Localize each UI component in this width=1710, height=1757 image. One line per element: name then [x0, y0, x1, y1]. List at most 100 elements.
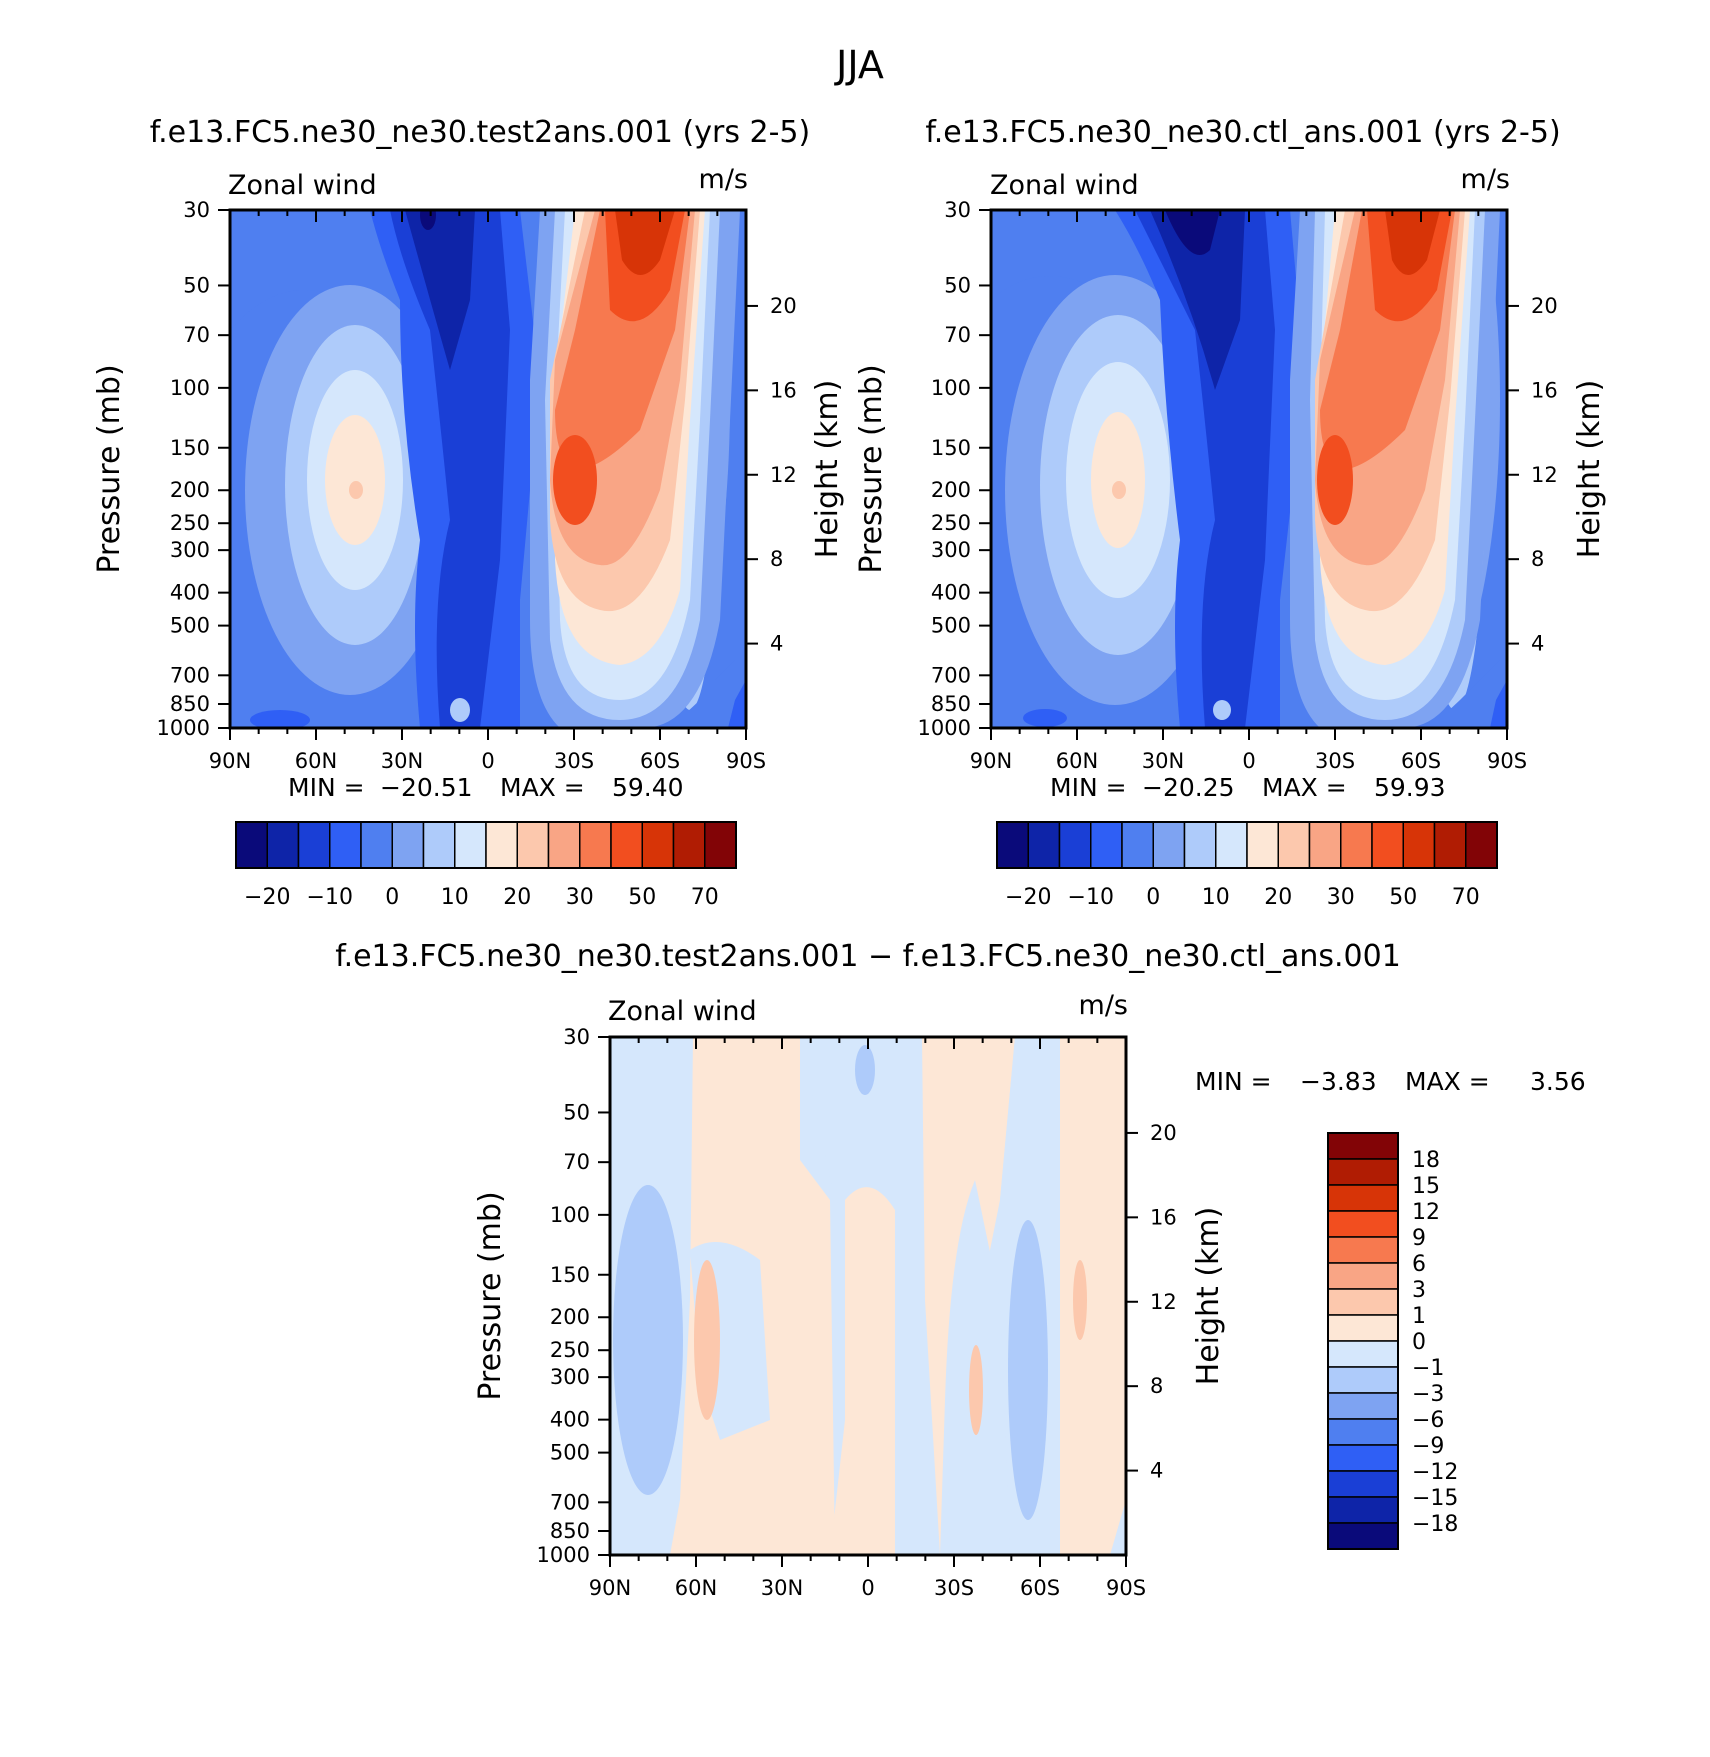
y-tick-label: 200 — [550, 1305, 590, 1329]
colorbar-label: −20 — [1005, 885, 1051, 910]
y2-tick-label: 16 — [770, 378, 797, 402]
colorbar-box — [1027, 821, 1061, 869]
panel2-ylabel: Pressure (mb) — [854, 364, 889, 573]
colorbar-frame — [235, 821, 737, 869]
colorbar-label: 15 — [1412, 1174, 1440, 1199]
colorbar-box — [1327, 1470, 1399, 1498]
panel2-x-ticks: 90N 60N 30N 0 30S 60S 90S — [970, 210, 1527, 773]
panel1-colorbar — [235, 821, 737, 869]
y-tick-label: 150 — [170, 436, 210, 460]
colorbar-box — [1058, 821, 1092, 869]
y-tick-label: 150 — [931, 436, 971, 460]
y-tick-label: 30 — [563, 1025, 590, 1049]
x-tick-label: 90N — [209, 749, 251, 773]
colorbar-label: −12 — [1412, 1460, 1458, 1485]
colorbar-label: 9 — [1412, 1226, 1426, 1251]
colorbar-label: 0 — [1412, 1330, 1426, 1355]
y2-tick-label: 8 — [1150, 1374, 1163, 1398]
y2-tick-label: 16 — [1531, 378, 1558, 402]
panel2-title: f.e13.FC5.ne30_ne30.ctl_ans.001 (yrs 2-5… — [925, 115, 1560, 150]
colorbar-box — [1327, 1158, 1399, 1186]
panel1-max: 59.40 — [612, 773, 684, 802]
colorbar-box — [1090, 821, 1123, 869]
x-tick-label: 60N — [1056, 749, 1098, 773]
colorbar-label: −15 — [1412, 1486, 1458, 1511]
y-tick-label: 500 — [931, 614, 971, 638]
colorbar-box — [391, 821, 425, 869]
panel1-y2-ticks: 20 16 12 8 4 — [746, 294, 797, 656]
y2-tick-label: 20 — [770, 294, 797, 318]
colorbar-box — [1121, 821, 1154, 869]
colorbar-label: 20 — [1264, 885, 1292, 910]
colorbar-label: 18 — [1412, 1148, 1440, 1173]
panel2-min: −20.25 — [1142, 773, 1235, 802]
y2-tick-label: 12 — [770, 463, 797, 487]
panel1-min-label: MIN = — [288, 773, 365, 802]
colorbar-frame — [1327, 1132, 1399, 1550]
panel3-title: f.e13.FC5.ne30_ne30.test2ans.001 − f.e13… — [335, 939, 1401, 974]
y-tick-label: 500 — [170, 614, 210, 638]
panel3-max-label: MAX = — [1405, 1067, 1490, 1096]
colorbar-label: −10 — [1068, 885, 1114, 910]
colorbar-box — [1465, 821, 1498, 869]
colorbar-label: 30 — [1327, 885, 1355, 910]
colorbar-box — [1327, 1496, 1399, 1524]
y-tick-label: 850 — [170, 692, 210, 716]
y-tick-label: 500 — [550, 1441, 590, 1465]
y-tick-label: 1000 — [157, 716, 210, 740]
colorbar-box — [1327, 1184, 1399, 1212]
x-tick-label: 60N — [295, 749, 337, 773]
y-tick-label: 700 — [550, 1490, 590, 1514]
y-tick-label: 70 — [183, 323, 210, 347]
panel1-min: −20.51 — [380, 773, 473, 802]
colorbar-label: −3 — [1412, 1382, 1444, 1407]
colorbar-label: 50 — [1389, 885, 1417, 910]
colorbar-box — [360, 821, 393, 869]
y2-tick-label: 8 — [1531, 547, 1544, 571]
colorbar-box — [672, 821, 706, 869]
y-tick-label: 30 — [944, 198, 971, 222]
panel1-field — [230, 210, 746, 728]
y-tick-label: 300 — [931, 538, 971, 562]
panel3-min-label: MIN = — [1195, 1067, 1272, 1096]
colorbar-label: 10 — [441, 885, 469, 910]
colorbar-label: 0 — [1146, 885, 1160, 910]
y2-tick-label: 4 — [770, 632, 783, 656]
x-tick-label: 60S — [640, 749, 680, 773]
figure-title: JJA — [834, 43, 884, 87]
colorbar-box — [1246, 821, 1279, 869]
panel1-ylabel: Pressure (mb) — [92, 364, 127, 573]
colorbar-box — [996, 821, 1029, 869]
panel1-left-label: Zonal wind — [228, 170, 377, 201]
colorbar-frame — [996, 821, 1498, 869]
colorbar-box — [1308, 821, 1342, 869]
colorbar-box — [704, 821, 737, 869]
panel-ctl: f.e13.FC5.ne30_ne30.ctl_ans.001 (yrs 2-5… — [854, 115, 1607, 910]
y-tick-label: 1000 — [537, 1543, 590, 1567]
y-tick-label: 100 — [170, 376, 210, 400]
colorbar-box — [422, 821, 456, 869]
x-tick-label: 30S — [1315, 749, 1355, 773]
y-tick-label: 850 — [550, 1519, 590, 1543]
y-tick-label: 50 — [183, 273, 210, 297]
colorbar-label: 70 — [1452, 885, 1480, 910]
panel1-colorbar-labels: −20 −10 0 10 20 30 50 70 — [244, 885, 719, 910]
y2-tick-label: 12 — [1150, 1290, 1177, 1314]
x-tick-label: 30N — [381, 749, 423, 773]
x-tick-label: 0 — [481, 749, 494, 773]
x-tick-label: 30N — [761, 1576, 803, 1600]
x-tick-label: 0 — [861, 1576, 874, 1600]
panel2-y2label: Height (km) — [1572, 380, 1607, 559]
panel3-x-ticks: 90N 60N 30N 0 30S 60S 90S — [589, 1037, 1146, 1600]
y-tick-label: 700 — [931, 663, 971, 687]
y2-tick-label: 4 — [1150, 1459, 1163, 1483]
x-tick-label: 90S — [726, 749, 766, 773]
panel2-max: 59.93 — [1374, 773, 1446, 802]
y2-tick-label: 12 — [1531, 463, 1558, 487]
colorbar-box — [454, 821, 487, 869]
y-tick-label: 150 — [550, 1263, 590, 1287]
panel2-y2-ticks: 20 16 12 8 4 — [1507, 294, 1558, 656]
